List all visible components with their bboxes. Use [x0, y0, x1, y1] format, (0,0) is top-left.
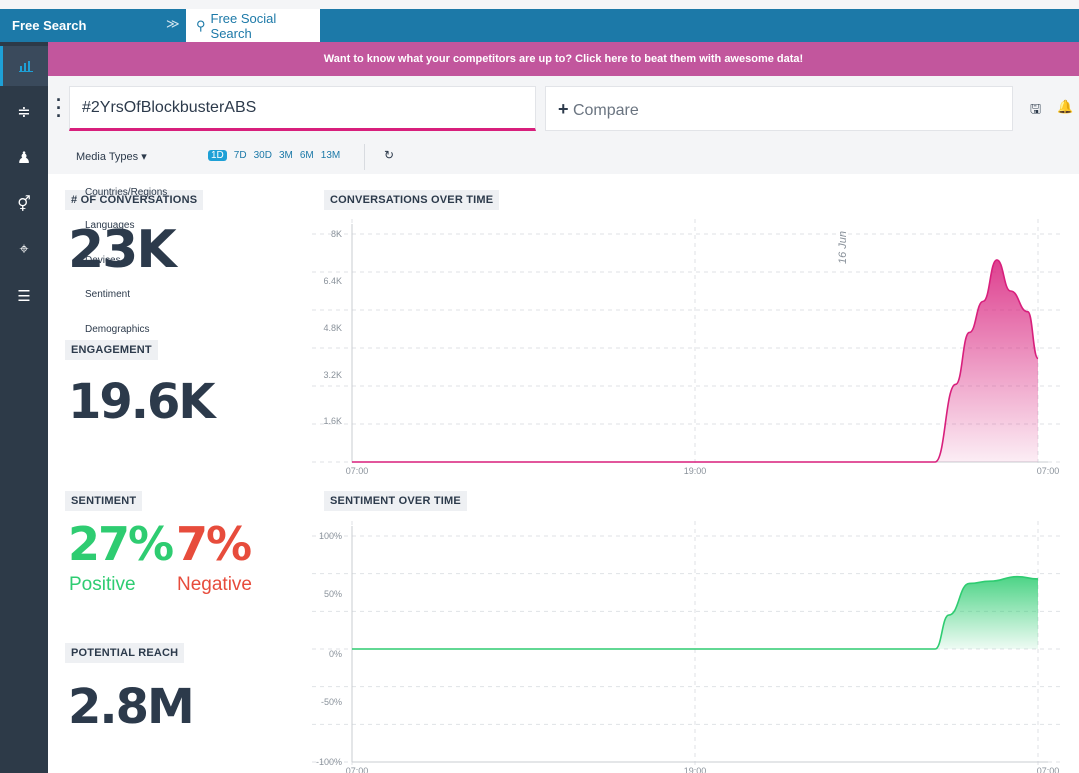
x-tick-label: 19:00 [684, 766, 707, 773]
search-row: · · · #2YrsOfBlockbusterABS + Compare 🖫 🔔 [48, 76, 1079, 140]
period-selector: 1D 7D 30D 3M 6M 13M [208, 150, 340, 161]
filter-row: Media Types ▾ 1D 7D 30D 3M 6M 13M ↻ [48, 140, 1079, 174]
series-area [352, 259, 1038, 462]
app-title: Free Search [12, 18, 87, 33]
y-tick-label: 6.4K [323, 276, 342, 286]
compare-label: Compare [572, 102, 639, 119]
y-tick-label: 0% [329, 649, 342, 659]
negative-value: 7% [176, 517, 252, 571]
location-icon[interactable]: ⌖ [19, 241, 29, 258]
conversations-chart-title: CONVERSATIONS OVER TIME [324, 190, 500, 210]
reach-value: 2.8M [68, 679, 195, 735]
y-tick-label: -50% [321, 697, 342, 707]
top-bar: Free Search ≫ ⚲ Free Social Search [0, 9, 1079, 42]
positive-value: 27% [68, 517, 174, 571]
conversations-value: 23K [68, 220, 177, 280]
y-tick-label: 50% [324, 589, 342, 599]
sentiment-chart-title: SENTIMENT OVER TIME [324, 491, 467, 511]
x-tick-label: 19:00 [684, 466, 707, 476]
y-tick-label: -100% [316, 757, 342, 767]
period-13m[interactable]: 13M [320, 150, 341, 161]
sentiment-chart: 100% 50% 0% -50% -100% 07:00 19:00 07:00 [312, 521, 1063, 773]
media-types-label: Media Types [76, 151, 139, 163]
x-tick-label: 07:00 [1037, 466, 1060, 476]
tab-free-social-search[interactable]: ⚲ Free Social Search [186, 9, 320, 42]
reach-label: POTENTIAL REACH [65, 643, 185, 663]
engagement-label: ENGAGEMENT [65, 340, 158, 360]
series-line [352, 575, 1039, 650]
dropdown-item-demographics[interactable]: Demographics [85, 324, 150, 335]
refresh-icon[interactable]: ↻ [384, 148, 395, 162]
x-tick-label: 07:00 [346, 766, 369, 773]
dropdown-item-languages[interactable]: Languages [85, 220, 135, 231]
y-tick-label: 3.2K [323, 370, 342, 380]
date-annotation: 16 Jun [837, 231, 849, 264]
sidebar: ≑ ♟ ⚥ ⌖ ☰ [0, 42, 48, 773]
y-tick-label: 8K [331, 229, 342, 239]
save-icon[interactable]: 🖫 [1030, 101, 1042, 116]
dropdown-item-devices[interactable]: Devices [85, 255, 121, 266]
plus-icon: + [558, 99, 569, 119]
compare-field[interactable]: + Compare [545, 86, 1013, 131]
promo-banner[interactable]: Want to know what your competitors are u… [48, 42, 1079, 76]
period-1d[interactable]: 1D [208, 150, 227, 161]
y-tick-label: 4.8K [323, 323, 342, 333]
period-7d[interactable]: 7D [233, 150, 247, 161]
main-content: # OF CONVERSATIONS 23K Countries/Regions… [48, 174, 1079, 773]
search-query-text: #2YrsOfBlockbusterABS [82, 99, 257, 116]
search-query-field[interactable]: #2YrsOfBlockbusterABS [69, 86, 536, 131]
list-search-icon[interactable]: ☰ [17, 288, 31, 305]
dropdown-item-countries[interactable]: Countries/Regions [85, 187, 168, 198]
conversations-label: # OF CONVERSATIONS [65, 190, 204, 210]
dropdown-item-sentiment[interactable]: Sentiment [85, 289, 131, 300]
sentiment-label: SENTIMENT [65, 491, 143, 511]
y-tick-label: 1.6K [323, 416, 342, 426]
period-3m[interactable]: 3M [278, 150, 293, 161]
positive-label: Positive [69, 574, 136, 595]
bell-icon[interactable]: 🔔 [1057, 99, 1074, 114]
negative-label: Negative [177, 574, 252, 595]
conversations-chart: 8K 6.4K 4.8K 3.2K 1.6K 07:00 19:00 07:00 16 Jun [312, 219, 1063, 476]
period-30d[interactable]: 30D [253, 150, 272, 161]
series-line [352, 259, 1039, 463]
divider [364, 144, 365, 170]
tab-label: Free Social Search [210, 10, 277, 41]
demographics-icon[interactable]: ⚥ [17, 196, 31, 213]
analytics-icon[interactable] [0, 46, 48, 86]
x-tick-label: 07:00 [1037, 766, 1060, 773]
period-6m[interactable]: 6M [299, 150, 314, 161]
search-icon: ⚲ [196, 17, 206, 33]
engagement-value: 19.6K [68, 374, 216, 430]
user-icon[interactable]: ♟ [16, 150, 32, 167]
x-tick-label: 07:00 [346, 466, 369, 476]
media-types-dropdown[interactable]: Media Types ▾ [76, 151, 147, 163]
y-tick-label: 100% [319, 531, 342, 541]
more-options-icon[interactable]: · · · [56, 90, 62, 126]
stream-icon[interactable]: ≑ [17, 104, 31, 121]
collapse-chevron-icon[interactable]: ≫ [166, 16, 180, 31]
